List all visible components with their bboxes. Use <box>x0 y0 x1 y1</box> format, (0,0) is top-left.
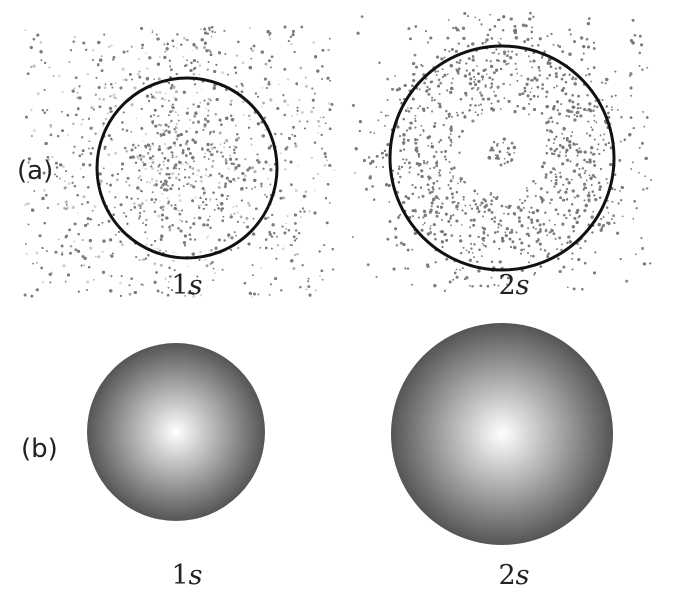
subshell-letter: s <box>515 270 530 301</box>
subshell-letter: s <box>188 560 203 591</box>
subshell-letter: s <box>515 560 530 591</box>
boundary-circle-1s <box>95 76 279 260</box>
principal-number: 2 <box>498 560 516 591</box>
sphere-1s <box>87 343 265 521</box>
principal-number: 1 <box>171 560 189 591</box>
principal-number: 1 <box>171 270 189 301</box>
principal-number: 2 <box>498 270 516 301</box>
row-label-b: (b) <box>21 434 58 464</box>
row-label-a: (a) <box>17 156 54 186</box>
orbital-label-a-2s: 2s <box>498 272 529 299</box>
electron-density-cloud-2s <box>351 11 652 292</box>
sphere-2s <box>391 323 613 545</box>
electron-density-cloud-1s <box>23 25 336 298</box>
subshell-letter: s <box>188 270 203 301</box>
orbital-label-b-2s: 2s <box>498 562 529 589</box>
orbital-label-b-1s: 1s <box>171 562 202 589</box>
orbital-label-a-1s: 1s <box>171 272 202 299</box>
boundary-circle-2s <box>388 44 616 272</box>
